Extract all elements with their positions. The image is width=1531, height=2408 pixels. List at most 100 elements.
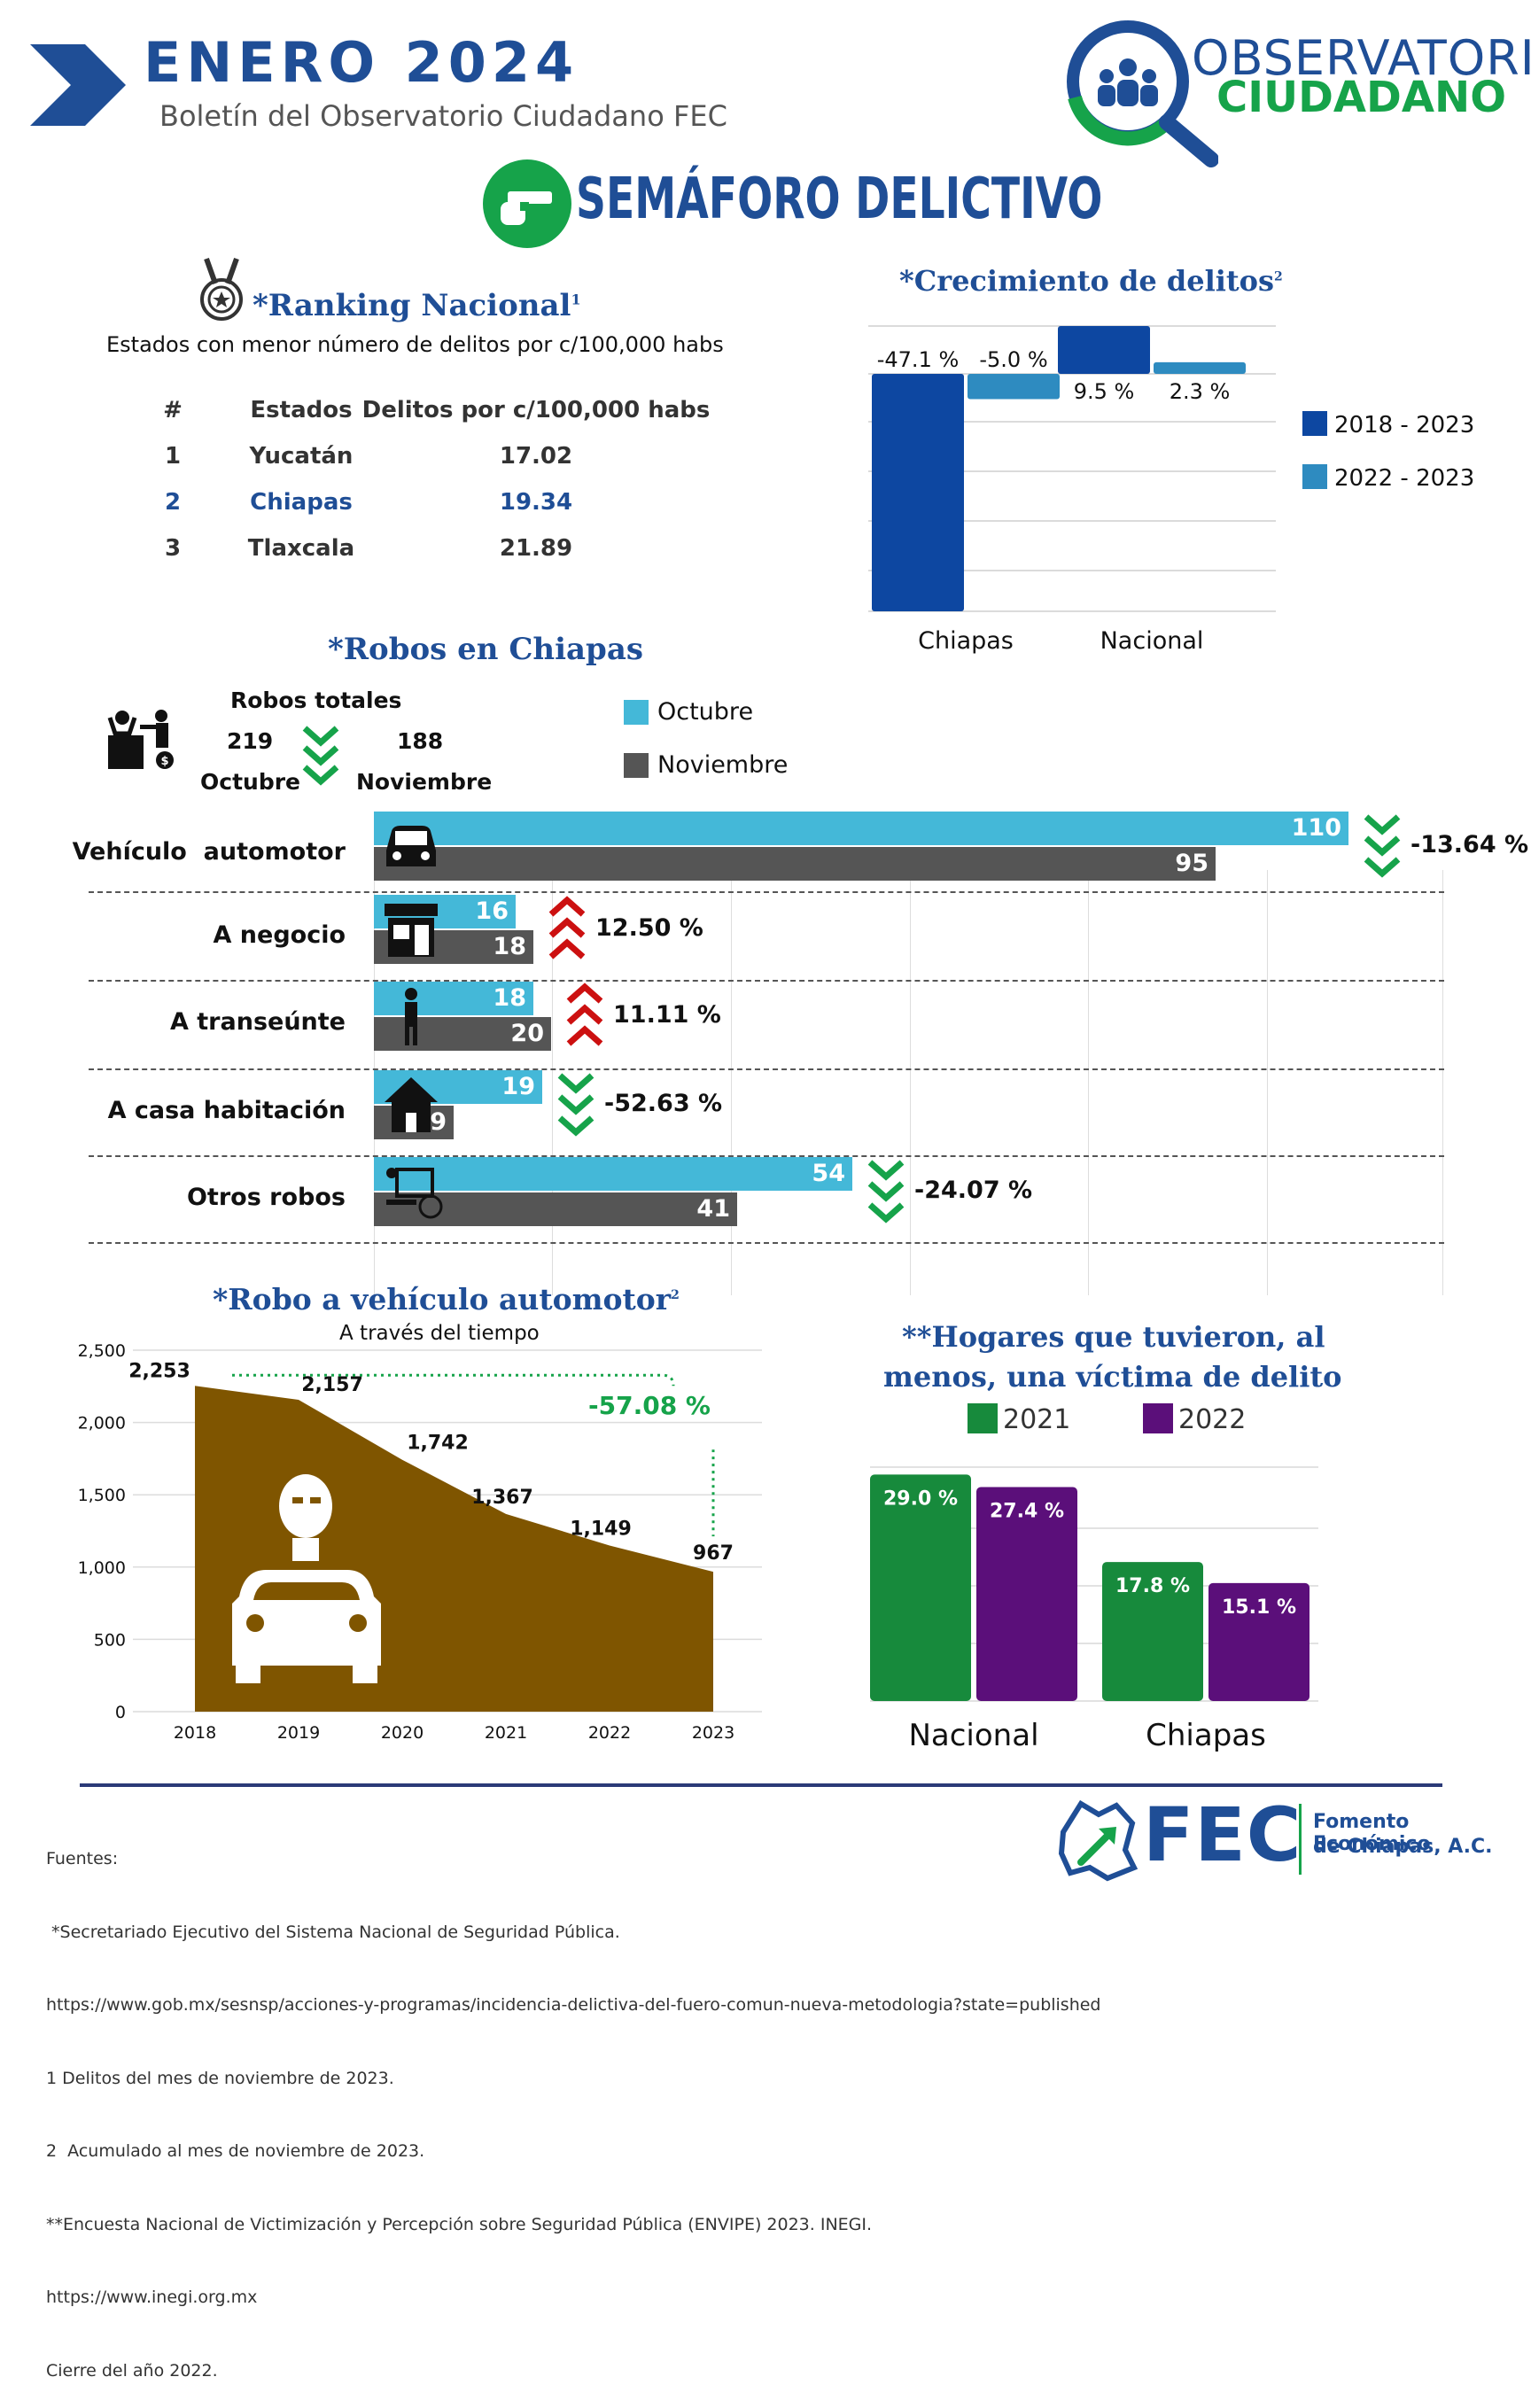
change-label: 12.50 % bbox=[595, 914, 703, 942]
vehicle-change-label: -57.08 % bbox=[588, 1391, 711, 1420]
house-icon bbox=[385, 1077, 438, 1132]
computer-theft-icon bbox=[386, 1168, 443, 1219]
leg bbox=[413, 1026, 417, 1045]
bar-data-label: 18 bbox=[493, 933, 526, 960]
grid-line bbox=[731, 870, 732, 1295]
change-label: -13.64 % bbox=[1411, 831, 1529, 858]
bar bbox=[968, 374, 1060, 400]
up-arrows-icon bbox=[566, 983, 603, 1046]
growth-chart: -47.1 % -5.0 % Chiapas 9.5 % 2.3 % Nacional 20… bbox=[868, 325, 1474, 655]
bar-data-label: 29.0 % bbox=[883, 1488, 958, 1510]
point-data-label: 1,149 bbox=[570, 1518, 632, 1540]
source-line: Fuentes: bbox=[46, 1849, 119, 1868]
car-light bbox=[349, 1614, 367, 1632]
legend-nov-label: Noviembre bbox=[657, 751, 789, 779]
bar-data-label: 17.8 % bbox=[1115, 1575, 1190, 1597]
bar-noviembre bbox=[374, 1017, 551, 1051]
car-icon bbox=[386, 826, 436, 866]
robos-oct-label: Octubre bbox=[200, 769, 301, 795]
legend-swatch bbox=[1143, 1403, 1173, 1433]
bar-octubre bbox=[374, 1157, 852, 1191]
bar-data-label: 41 bbox=[696, 1195, 730, 1223]
y-tick-label: 1,000 bbox=[78, 1558, 126, 1578]
chevron bbox=[1364, 835, 1401, 857]
rank-cell: 3 bbox=[164, 535, 182, 562]
robos-title: *Robos en Chiapas bbox=[328, 632, 644, 667]
vehicle-subtitle: A través del tiempo bbox=[339, 1322, 540, 1345]
bulletin-month: ENERO 2024 bbox=[144, 30, 579, 95]
point-data-label: 967 bbox=[693, 1542, 734, 1565]
bar-octubre bbox=[374, 982, 533, 1015]
bar-data-label: 54 bbox=[812, 1160, 845, 1187]
grid-line bbox=[552, 870, 553, 1295]
x-tick-label: Nacional bbox=[908, 1718, 1038, 1753]
y-tick-label: 2,500 bbox=[78, 1341, 126, 1361]
bar-noviembre bbox=[374, 847, 1216, 881]
y-tick-label: 0 bbox=[115, 1703, 126, 1722]
ranking-title: *Ranking Nacional1 bbox=[253, 288, 581, 323]
state-cell: Yucatán bbox=[249, 443, 354, 470]
hogares-chart: 2021 2022 29.0 % 27.4 % Nacional 17.8 % 15.1 %… bbox=[870, 1403, 1318, 1753]
change-connector bbox=[232, 1373, 675, 1387]
shop-window bbox=[393, 925, 409, 939]
source-line: *Secretariado Ejecutivo del Sistema Naci… bbox=[46, 1922, 620, 1942]
thief-neck bbox=[292, 1538, 319, 1561]
row-separator bbox=[89, 1068, 1444, 1070]
hogares-title-line2: menos, una víctima de delito bbox=[883, 1360, 1342, 1394]
bar-data-label: 9.5 % bbox=[1074, 379, 1135, 404]
grid-line bbox=[1442, 870, 1443, 1295]
down-arrows-icon bbox=[302, 726, 339, 786]
magnifier-people-icon bbox=[1067, 20, 1218, 167]
chevron bbox=[566, 1004, 603, 1025]
bar-octubre bbox=[374, 812, 1348, 845]
robos-totals-label: Robos totales bbox=[230, 687, 402, 713]
x-tick-label: 2021 bbox=[485, 1723, 527, 1743]
category-label: A casa habitación bbox=[107, 1097, 346, 1124]
car-window bbox=[395, 831, 427, 845]
chevron bbox=[548, 896, 586, 917]
masked-thief-car-icon bbox=[232, 1474, 381, 1683]
car-light bbox=[246, 1614, 264, 1632]
bar-data-label: 18 bbox=[493, 984, 526, 1012]
car-wheel bbox=[236, 1662, 260, 1683]
fec-logo: FEC Fomento Económico de Chiapas, A.C. bbox=[1054, 1790, 1515, 1887]
keyboard bbox=[386, 1200, 416, 1205]
point-data-label: 2,253 bbox=[128, 1360, 190, 1382]
x-tick-label: Nacional bbox=[1100, 627, 1204, 655]
fec-wordmark: FEC bbox=[1143, 1791, 1302, 1878]
category-label: A negocio bbox=[213, 921, 346, 949]
thief-eye bbox=[292, 1497, 303, 1503]
hogares-title-line1: **Hogares que tuvieron, al bbox=[902, 1320, 1325, 1354]
change-label: 11.11 % bbox=[613, 1001, 721, 1029]
legend-label: 2022 bbox=[1178, 1404, 1246, 1435]
y-tick-label: 1,500 bbox=[78, 1486, 126, 1505]
bar-data-label: 110 bbox=[1291, 814, 1341, 842]
bar-data-label: 16 bbox=[475, 897, 509, 925]
chevron bbox=[548, 938, 586, 959]
bar-data-label: -47.1 % bbox=[877, 347, 960, 372]
legend-label: 2022 - 2023 bbox=[1334, 465, 1474, 492]
x-tick-label: 2020 bbox=[381, 1723, 424, 1743]
legend-swatch bbox=[968, 1403, 998, 1433]
bar bbox=[1102, 1562, 1203, 1701]
head bbox=[405, 988, 417, 1000]
torso bbox=[405, 1002, 417, 1027]
category-label: A transeúnte bbox=[169, 1008, 346, 1036]
pedestrian-icon bbox=[405, 988, 417, 1045]
bar bbox=[1154, 361, 1246, 374]
legend-oct-label: Octubre bbox=[657, 698, 754, 726]
row-separator bbox=[89, 1155, 1444, 1157]
bulletin-subtitle: Boletín del Observatorio Ciudadano FEC bbox=[159, 99, 727, 133]
source-line: **Encuesta Nacional de Victimización y P… bbox=[46, 2214, 873, 2234]
footer-divider bbox=[80, 1783, 1442, 1787]
down-arrows-icon bbox=[1364, 814, 1401, 878]
chevron bbox=[548, 917, 586, 938]
vehicle-title: *Robo a vehículo automotor2 bbox=[213, 1282, 680, 1317]
house-body bbox=[385, 1077, 438, 1132]
bar bbox=[1208, 1582, 1310, 1701]
x-tick-label: 2018 bbox=[174, 1723, 216, 1743]
chevron bbox=[1364, 814, 1401, 835]
value-cell: 17.02 bbox=[499, 443, 573, 470]
shop-icon bbox=[385, 904, 438, 957]
fec-name-line2: de Chiapas, A.C. bbox=[1313, 1836, 1493, 1858]
